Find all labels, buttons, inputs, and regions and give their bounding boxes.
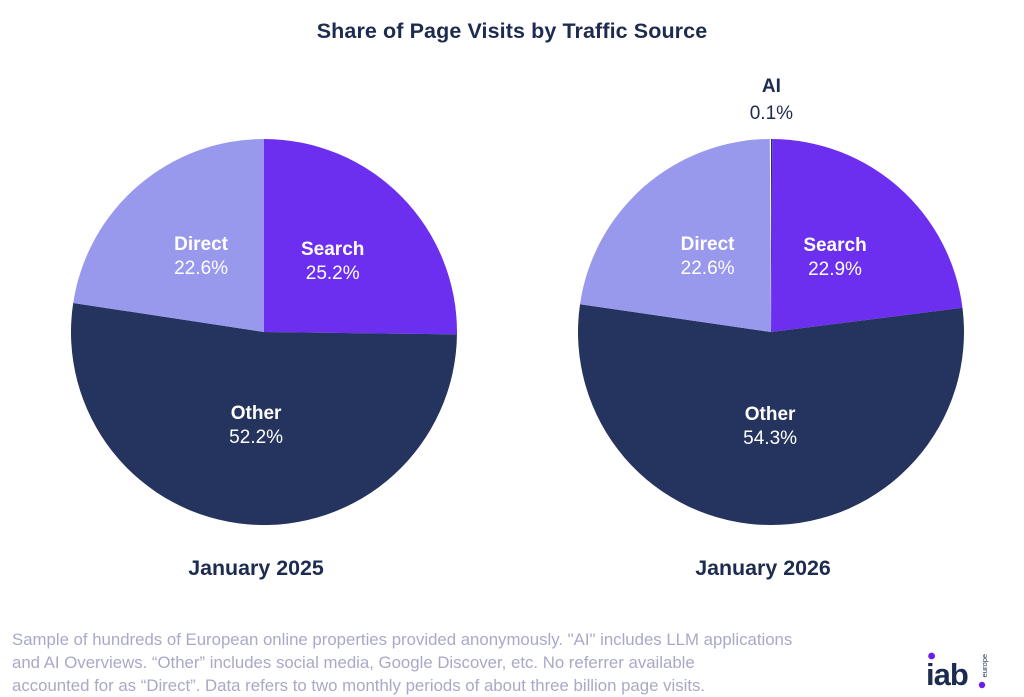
svg-text:iab: iab xyxy=(926,657,968,692)
svg-text:europe: europe xyxy=(980,654,989,678)
